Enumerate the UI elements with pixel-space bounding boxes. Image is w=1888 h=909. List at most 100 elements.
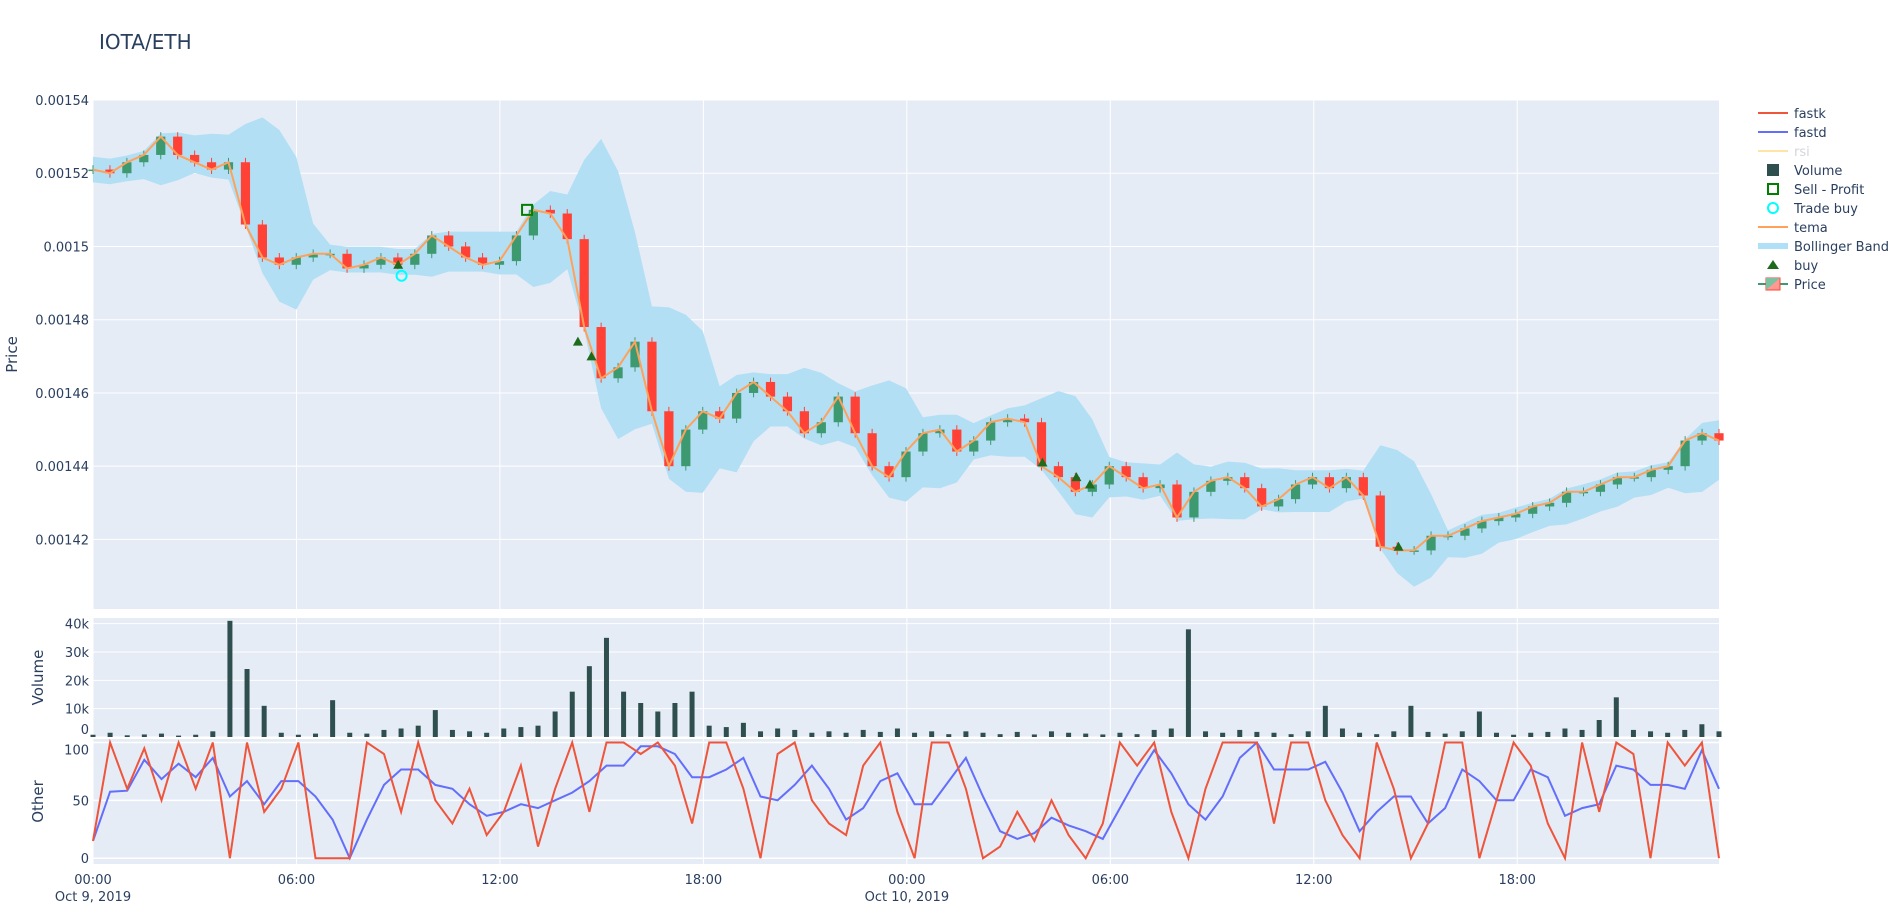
candle-body — [444, 235, 454, 247]
candle-body — [1511, 513, 1521, 518]
volume-bar — [1220, 732, 1226, 737]
candle — [308, 249, 318, 262]
candle-body — [1358, 477, 1368, 496]
candle-body — [952, 429, 962, 452]
volume-bar — [603, 637, 609, 737]
candle-body — [206, 162, 217, 170]
candle-body — [1070, 477, 1080, 492]
sell-profit-marker — [521, 203, 534, 216]
candle-body — [1460, 528, 1470, 536]
price-tick-label: 0.00152 — [35, 167, 89, 182]
volume-bar — [501, 728, 507, 737]
volume-bar — [706, 725, 712, 737]
buy-marker — [1071, 472, 1082, 482]
candle-body — [867, 433, 877, 467]
volume-bar — [244, 669, 250, 737]
candle-body — [1324, 477, 1335, 489]
candle-body — [545, 209, 555, 214]
candle-body — [1121, 466, 1131, 478]
volume-bar — [295, 734, 301, 737]
volume-bar — [1339, 728, 1345, 737]
legend-item-bollinger-band[interactable]: Bollinger Band — [1758, 240, 1888, 255]
chart-title: IOTA/ETH — [99, 30, 192, 54]
candle-body — [1036, 422, 1047, 467]
volume-bar — [518, 727, 524, 737]
legend-label: tema — [1794, 221, 1828, 236]
legend-item-rsi[interactable]: rsi — [1758, 145, 1810, 160]
volume-bar — [1476, 711, 1482, 737]
candle-body — [782, 396, 793, 412]
legend-label: Bollinger Band — [1794, 240, 1888, 255]
volume-bar — [1031, 734, 1037, 737]
volume-bar — [843, 732, 849, 737]
other-tick-label: 50 — [72, 794, 89, 809]
candle — [579, 234, 589, 332]
plot-area-volume — [93, 618, 1719, 737]
price-tick-label: 0.00146 — [35, 387, 89, 402]
buy-marker — [1084, 479, 1095, 489]
candle-body — [1189, 491, 1199, 518]
candle-body — [748, 381, 759, 393]
x-tick-label: 12:00 — [481, 873, 518, 888]
candle-body — [732, 392, 742, 419]
volume-bar — [1579, 729, 1585, 737]
volume-bar — [1425, 731, 1431, 737]
legend-label: Price — [1794, 278, 1826, 293]
volume-tick-label: 0 — [81, 723, 89, 738]
legend-item-price[interactable]: Price — [1758, 277, 1826, 293]
candle-body — [901, 451, 911, 478]
volume-tick-label: 30k — [65, 646, 90, 661]
candle — [1561, 487, 1572, 508]
other-tick-label: 0 — [81, 852, 89, 867]
volume-bar — [1203, 731, 1209, 737]
legend-item-sell-profit[interactable]: Sell - Profit — [1767, 183, 1864, 198]
volume-bar — [655, 711, 661, 737]
volume-bar — [330, 700, 336, 737]
candle-body — [613, 367, 623, 379]
candle-body — [122, 162, 132, 174]
candle — [867, 428, 877, 471]
candle-body — [1528, 506, 1538, 514]
volume-bar — [278, 732, 284, 737]
volume-bar — [1648, 731, 1654, 737]
legend-item-tema[interactable]: tema — [1758, 221, 1828, 236]
plot-area-other — [93, 739, 1719, 864]
legend-item-trade-buy[interactable]: Trade buy — [1767, 202, 1858, 217]
candle — [545, 205, 555, 218]
volume-bar — [1716, 731, 1722, 737]
candle-body — [1290, 484, 1301, 500]
candle — [1612, 472, 1622, 489]
volume-bar — [1545, 731, 1551, 737]
candle-body — [969, 440, 979, 452]
volume-bar — [449, 729, 455, 737]
legend-item-volume[interactable]: Volume — [1767, 164, 1842, 179]
candle-body — [1206, 480, 1216, 492]
volume-bar — [569, 691, 575, 737]
candle-body — [664, 411, 674, 467]
candle — [105, 165, 115, 178]
volume-bar — [775, 728, 781, 737]
volume-bar — [1237, 729, 1243, 737]
candle-body — [596, 327, 606, 379]
legend-item-fastk[interactable]: fastk — [1758, 107, 1826, 122]
candle — [1477, 516, 1487, 533]
legend-item-fastd[interactable]: fastd — [1758, 126, 1827, 141]
candle — [1494, 513, 1504, 526]
candle-body — [1545, 502, 1555, 507]
volume-bar — [227, 620, 233, 737]
buy-marker — [1393, 541, 1404, 551]
price-axis-title: Price — [3, 336, 21, 373]
volume-bar — [1408, 705, 1414, 737]
candle — [1307, 472, 1318, 489]
candle-body — [1003, 418, 1013, 423]
candle-body — [681, 429, 691, 467]
volume-bar — [723, 727, 729, 737]
candle-body — [1646, 469, 1656, 478]
candle-body — [1714, 433, 1724, 441]
volume-bar — [1682, 729, 1688, 737]
legend-item-buy[interactable]: buy — [1767, 259, 1818, 274]
x-tick-label: 00:00 — [74, 873, 111, 888]
candle — [1460, 524, 1470, 541]
